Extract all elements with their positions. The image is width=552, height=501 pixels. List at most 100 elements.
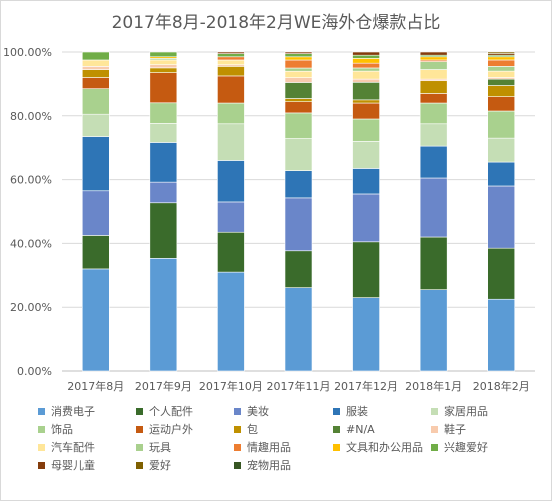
- legend-item: 消费电子: [38, 404, 95, 418]
- legend-label: 宠物用品: [247, 459, 291, 472]
- bar-segment: [284, 56, 313, 61]
- legend-swatch: [136, 461, 143, 469]
- legend-item: 宠物用品: [234, 458, 291, 472]
- bar-segment: [487, 137, 516, 163]
- bar-segment: [149, 72, 178, 104]
- x-tick-label: 2017年10月: [199, 379, 263, 393]
- bar-segment: [217, 51, 245, 54]
- legend-swatch: [38, 407, 45, 415]
- bar-segment: [487, 298, 516, 372]
- legend-swatch: [234, 461, 241, 469]
- bar-segment: [284, 59, 313, 69]
- bar-segment: [149, 102, 178, 124]
- bar-segment: [352, 102, 380, 120]
- x-tick-label: 2017年8月: [67, 379, 124, 393]
- legend-swatch: [234, 443, 241, 451]
- legend-swatch: [136, 443, 143, 451]
- bar-segment: [419, 56, 448, 61]
- bar-segment: [352, 168, 380, 195]
- bar-segment: [419, 93, 448, 104]
- bar-segment: [419, 177, 448, 238]
- bar-segment: [217, 231, 245, 273]
- legend-swatch: [38, 443, 45, 451]
- legend-item: 母婴儿童: [38, 458, 95, 472]
- legend-swatch: [333, 407, 340, 415]
- bar-segment: [217, 271, 245, 372]
- bar-segment: [284, 287, 313, 372]
- bar-segment: [149, 123, 178, 143]
- bar-segment: [487, 59, 516, 67]
- legend-item: 美妆: [234, 404, 269, 418]
- bar-segment: [149, 181, 178, 204]
- bar-segment: [419, 236, 448, 290]
- bar-segment: [217, 102, 245, 125]
- legend-swatch: [136, 425, 143, 433]
- bar-segment: [81, 268, 110, 372]
- bar-segment: [352, 51, 380, 56]
- x-tick-label: 2017年12月: [334, 379, 398, 393]
- bar-segment: [284, 138, 313, 171]
- legend-swatch: [333, 443, 340, 451]
- bar-segment: [419, 51, 448, 56]
- bar-segment: [487, 110, 516, 139]
- bar-segment: [217, 53, 245, 58]
- bar-segment: [81, 88, 110, 115]
- legend-label: 饰品: [51, 423, 73, 436]
- bar-segment: [217, 123, 245, 161]
- y-tick-label: 40.00%: [10, 237, 52, 250]
- legend-item: 家居用品: [431, 404, 488, 418]
- bar-segment: [419, 80, 448, 94]
- bar-segment: [217, 75, 245, 104]
- legend-label: 包: [247, 423, 258, 436]
- legend-item: 服装: [333, 404, 368, 418]
- legend-label: 情趣用品: [247, 441, 291, 454]
- legend-label: 爱好: [149, 459, 171, 472]
- bar-segment: [352, 82, 380, 101]
- bar-segment: [352, 297, 380, 372]
- bar-segment: [149, 67, 178, 73]
- x-tick-label: 2017年9月: [135, 379, 192, 393]
- legend-swatch: [38, 461, 45, 469]
- bar-segment: [284, 77, 313, 83]
- bar-segment: [487, 85, 516, 97]
- stacked-bar-chart: 0.00% 20.00% 40.00% 60.00% 80.00% 100.00% 2017…: [3, 46, 535, 393]
- legend-label: 鞋子: [444, 423, 466, 436]
- legend-item: 爱好: [136, 458, 171, 472]
- legend-label: 汽车配件: [51, 441, 95, 454]
- x-tick-label: 2017年11月: [267, 379, 331, 393]
- bar-segment: [149, 258, 178, 372]
- bar-segment: [284, 197, 313, 252]
- legend-swatch: [234, 425, 241, 433]
- bar-segment: [284, 70, 313, 78]
- y-tick-label: 0.00%: [17, 365, 52, 378]
- legend-label: 家居用品: [444, 405, 488, 418]
- bar-segment: [487, 70, 516, 78]
- bar-segment: [419, 289, 448, 372]
- bar-segment: [419, 145, 448, 179]
- bar-segment: [81, 190, 110, 236]
- bar-segment: [487, 247, 516, 300]
- legend-label: 美妆: [247, 405, 269, 418]
- legend-item: 玩具: [136, 440, 171, 454]
- legend-item: 个人配件: [136, 404, 193, 418]
- legend-swatch: [431, 425, 438, 433]
- bar-segment: [149, 51, 178, 58]
- legend-item: 包: [234, 422, 258, 436]
- bar-segment: [352, 54, 380, 59]
- bar-segment: [284, 170, 313, 199]
- bar-segment: [352, 58, 380, 64]
- legend-label: 个人配件: [149, 405, 193, 418]
- x-tick-label: 2018年1月: [405, 379, 462, 393]
- legend-item: 兴趣爱好: [431, 440, 488, 454]
- legend-item: 鞋子: [431, 422, 466, 436]
- bar-segment: [284, 51, 313, 54]
- bar-segment: [149, 64, 178, 69]
- legend-label: 运动户外: [149, 423, 193, 436]
- bar-segment: [149, 202, 178, 259]
- legend-item: 运动户外: [136, 422, 193, 436]
- bar-segment: [81, 59, 110, 67]
- bar-segment: [352, 99, 380, 104]
- legend-label: 玩具: [149, 441, 171, 454]
- legend-swatch: [234, 407, 241, 415]
- legend-swatch: [333, 425, 340, 433]
